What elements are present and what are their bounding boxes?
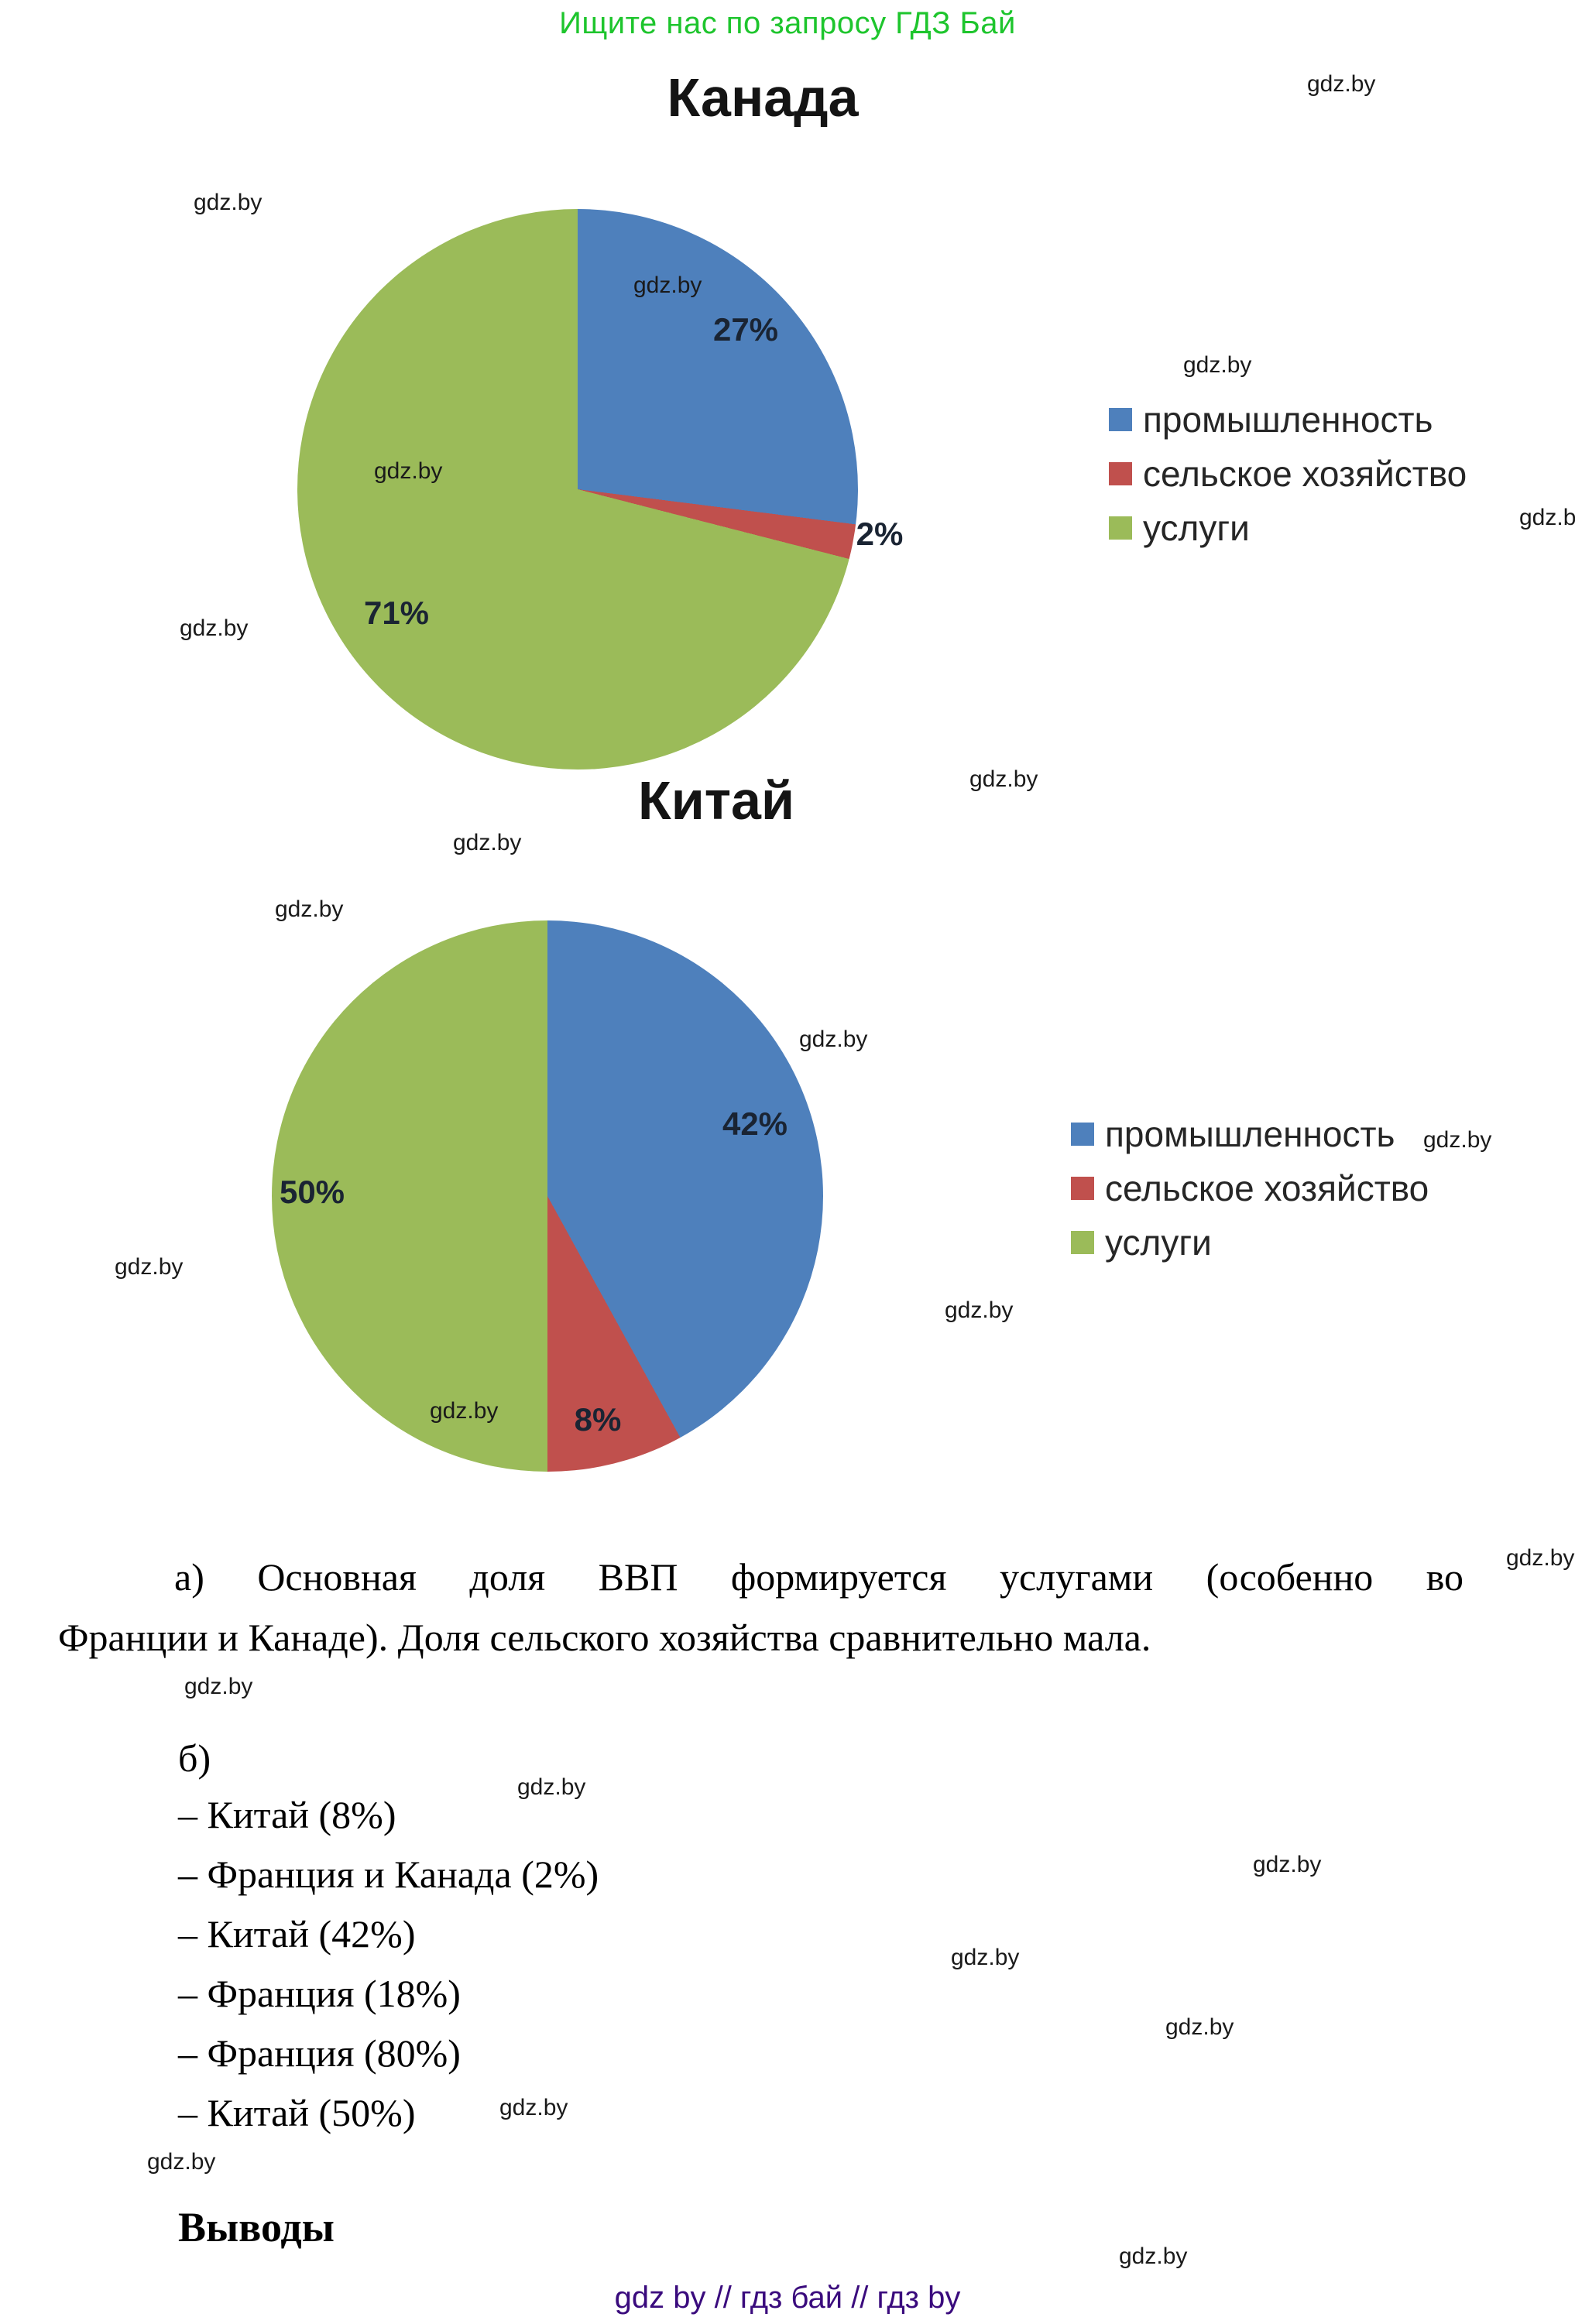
answer-a-line-2: Франции и Канаде). Доля сельского хозяйс… xyxy=(58,1616,1151,1659)
promo-header-text: Ищите нас по запросу ГДЗ Бай xyxy=(559,6,1016,40)
legend-label-industry: промышленность xyxy=(1143,399,1433,440)
watermark: gdz.by xyxy=(115,1254,184,1280)
watermark: gdz.by xyxy=(1506,1545,1575,1571)
legend-label-agriculture: сельское хозяйство xyxy=(1105,1168,1429,1208)
watermark: gdz.by xyxy=(1183,352,1252,378)
legend-swatch-services xyxy=(1109,516,1132,540)
legend-item-services: услуги xyxy=(1071,1222,1429,1263)
legend-label-services: услуги xyxy=(1143,508,1250,548)
answer-b-item-1: – Китай (8%) xyxy=(178,1793,396,1836)
legend-swatch-agriculture xyxy=(1071,1177,1094,1200)
watermark: gdz.by xyxy=(180,615,249,641)
pie-label-canada-industry: 27% xyxy=(712,311,779,348)
watermark: gdz.by xyxy=(194,190,262,215)
legend-label-industry: промышленность xyxy=(1105,1114,1395,1154)
answer-b-item-5: – Франция (80%) xyxy=(178,2031,461,2075)
answer-list-b: – Китай (8%) – Франция и Канада (2%) – К… xyxy=(178,1785,599,2143)
legend-swatch-agriculture xyxy=(1109,462,1132,485)
pie-label-china-services: 50% xyxy=(279,1174,345,1210)
watermark: gdz.by xyxy=(453,830,522,855)
pie-label-canada-agriculture: 2% xyxy=(856,516,904,552)
chart-title-china: Китай xyxy=(637,770,794,831)
watermark: gdz.by xyxy=(951,1945,1020,1970)
answer-a-line-1: а) Основная доля ВВП формируется услугам… xyxy=(174,1555,1463,1599)
watermark: gdz.by xyxy=(1307,71,1376,97)
watermark: gdz.by xyxy=(1519,505,1575,530)
watermark: gdz.by xyxy=(945,1297,1014,1323)
legend-item-industry: промышленность xyxy=(1071,1114,1429,1154)
legend-label-agriculture: сельское хозяйство xyxy=(1143,454,1467,494)
watermark: gdz.by xyxy=(1253,1852,1322,1877)
pie-chart-canada xyxy=(297,209,858,770)
watermark: gdz.by xyxy=(969,766,1038,792)
answer-paragraph-a: а) Основная доля ВВП формируется услугам… xyxy=(58,1547,1463,1668)
answer-b-item-6: – Китай (50%) xyxy=(178,2091,416,2134)
chart-title-canada: Канада xyxy=(667,67,859,128)
legend-item-agriculture: сельское хозяйство xyxy=(1071,1168,1429,1208)
watermark: gdz.by xyxy=(499,2095,568,2120)
pie-label-china-agriculture: 8% xyxy=(574,1401,622,1438)
legend-swatch-industry xyxy=(1109,408,1132,431)
promo-footer-text: gdz by // гдз бай // гдз by xyxy=(614,2281,961,2315)
answer-b-item-4: – Франция (18%) xyxy=(178,1972,461,2015)
legend-canada: промышленность сельское хозяйство услуги xyxy=(1109,399,1467,564)
answer-b-item-2: – Франция и Канада (2%) xyxy=(178,1853,599,1896)
watermark: gdz.by xyxy=(430,1398,499,1424)
answer-label-b: б) xyxy=(178,1736,211,1780)
watermark: gdz.by xyxy=(517,1774,586,1800)
watermark: gdz.by xyxy=(799,1027,868,1052)
legend-item-services: услуги xyxy=(1109,508,1467,548)
legend-label-services: услуги xyxy=(1105,1222,1212,1263)
pie-label-china-industry: 42% xyxy=(722,1105,788,1142)
pie-label-canada-services: 71% xyxy=(363,595,430,631)
watermark: gdz.by xyxy=(1165,2014,1234,2040)
watermark: gdz.by xyxy=(184,1674,253,1699)
pie-chart-china xyxy=(272,920,823,1472)
watermark: gdz.by xyxy=(147,2149,216,2175)
watermark: gdz.by xyxy=(1423,1127,1492,1153)
legend-item-industry: промышленность xyxy=(1109,399,1467,440)
legend-swatch-services xyxy=(1071,1231,1094,1254)
legend-china: промышленность сельское хозяйство услуги xyxy=(1071,1114,1429,1278)
legend-swatch-industry xyxy=(1071,1123,1094,1146)
watermark: gdz.by xyxy=(1119,2243,1188,2269)
conclusions-heading: Выводы xyxy=(178,2204,335,2250)
watermark: gdz.by xyxy=(374,458,443,484)
answer-b-item-3: – Китай (42%) xyxy=(178,1912,416,1956)
legend-item-agriculture: сельское хозяйство xyxy=(1109,454,1467,494)
watermark: gdz.by xyxy=(633,273,702,298)
watermark: gdz.by xyxy=(275,896,344,922)
